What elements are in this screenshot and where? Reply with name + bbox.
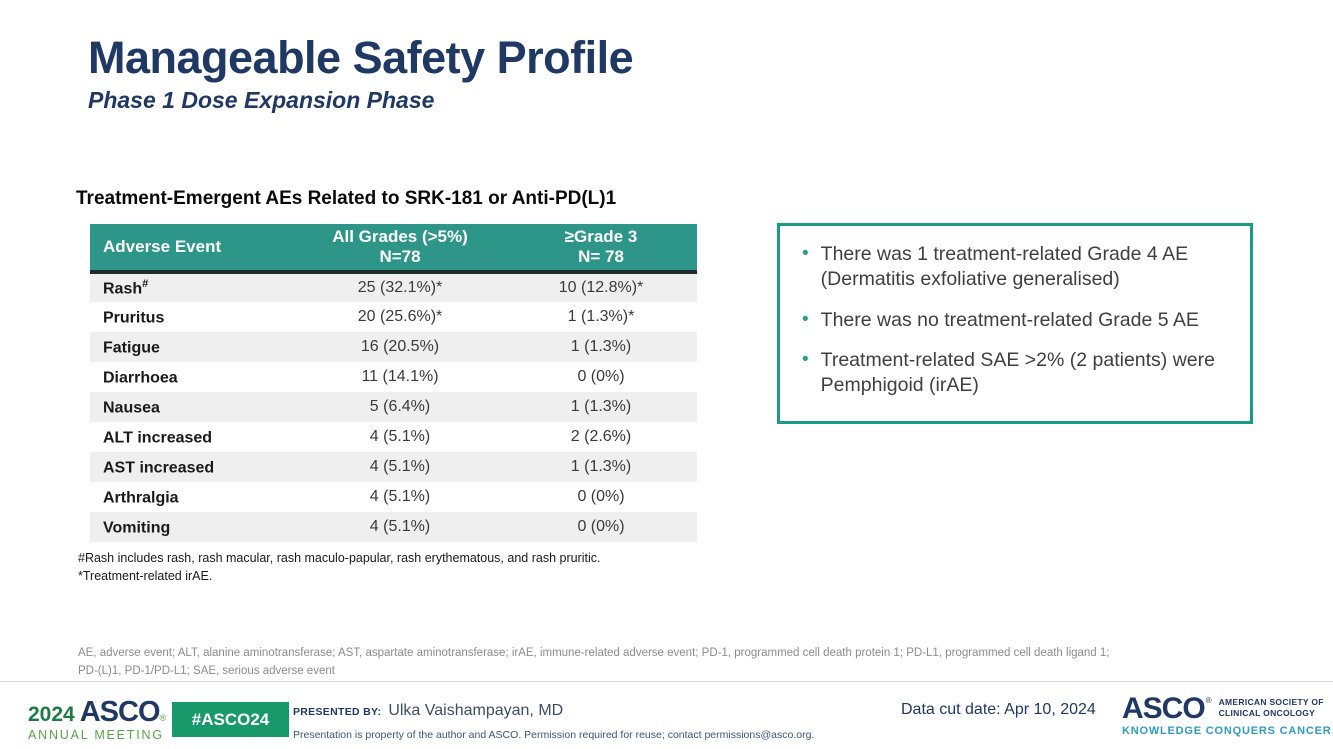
bullet-icon: • (802, 349, 809, 371)
asco-wordmark: ASCO (1122, 692, 1206, 725)
all-grades-cell: 4 (5.1%) (369, 428, 431, 445)
ae-name-cell: Diarrhoea (103, 369, 178, 387)
grade3-cell: 1 (1.3%)* (567, 308, 635, 325)
grade3-cell: 0 (0%) (577, 368, 625, 385)
society-line2: CLINICAL ONCOLOGY (1218, 707, 1316, 718)
list-item: • Treatment-related SAE >2% (2 patients)… (796, 348, 1232, 399)
data-cut-date: Data cut date: Apr 10, 2024 (901, 701, 1096, 718)
title-block: Manageable Safety Profile Phase 1 Dose E… (88, 32, 634, 114)
grade3-cell: 2 (2.6%) (570, 428, 632, 445)
all-grades-cell: 11 (14.1%) (361, 368, 439, 385)
table-row: Rash# 25 (32.1%)* 10 (12.8%)* (90, 272, 697, 302)
footnote-marker: # (142, 277, 149, 290)
ae-name-cell: Rash# (103, 277, 149, 298)
permission-note: Presentation is property of the author a… (293, 729, 815, 741)
page-title: Manageable Safety Profile (88, 32, 634, 83)
column-header-n: N= 78 (578, 247, 624, 266)
column-header-n: N=78 (379, 247, 421, 266)
ae-name-cell: Nausea (103, 399, 160, 417)
ae-name-cell: ALT increased (103, 429, 213, 447)
highlight-text: Treatment-related SAE >2% (2 patients) w… (820, 349, 1215, 397)
table-row: Vomiting 4 (5.1%) 0 (0%) (90, 512, 697, 542)
footnote-rash: #Rash includes rash, rash macular, rash … (78, 551, 601, 565)
footer-divider (0, 681, 1333, 682)
grade3-cell: 1 (1.3%) (570, 458, 632, 475)
grade3-cell: 0 (0%) (577, 518, 625, 535)
abbreviations-line2: PD-(L)1, PD-1/PD-L1; SAE, serious advers… (78, 664, 335, 677)
all-grades-cell: 4 (5.1%) (369, 488, 431, 505)
society-name: AMERICAN SOCIETY OF CLINICAL ONCOLOGY (1219, 697, 1324, 718)
table-footnotes: #Rash includes rash, rash macular, rash … (78, 549, 600, 585)
annual-meeting-label: ANNUAL MEETING (28, 728, 164, 742)
highlights-list: • There was 1 treatment-related Grade 4 … (796, 242, 1232, 399)
all-grades-cell: 5 (6.4%) (369, 398, 431, 415)
asco-wordmark: ASCO (79, 696, 161, 728)
grade3-cell: 10 (12.8%)* (558, 279, 644, 296)
society-line1: AMERICAN SOCIETY OF (1218, 697, 1324, 707)
hashtag-badge: #ASCO24 (172, 702, 289, 737)
presented-by-block: PRESENTED BY: Ulka Vaishampayan, MD Pres… (293, 702, 814, 741)
meeting-year: 2024 (28, 703, 75, 726)
all-grades-cell: 20 (25.6%)* (357, 308, 443, 325)
highlights-box: • There was 1 treatment-related Grade 4 … (777, 223, 1253, 424)
table-row: AST increased 4 (5.1%) 1 (1.3%) (90, 452, 697, 482)
table-row: Pruritus 20 (25.6%)* 1 (1.3%)* (90, 302, 697, 332)
bullet-icon: • (802, 308, 809, 330)
grade3-cell: 0 (0%) (577, 488, 625, 505)
registered-mark-icon: ® (1205, 696, 1212, 705)
all-grades-cell: 4 (5.1%) (369, 458, 431, 475)
presented-by-label: PRESENTED BY: (293, 706, 382, 718)
table-row: Nausea 5 (6.4%) 1 (1.3%) (90, 392, 697, 422)
ae-name-cell: AST increased (103, 459, 215, 477)
asco-tagline: KNOWLEDGE CONQUERS CANCER (1122, 724, 1332, 737)
column-header-grade3: ≥Grade 3 N= 78 (505, 224, 697, 274)
all-grades-cell: 16 (20.5%) (360, 338, 440, 355)
abbreviations: AE, adverse event; ALT, alanine aminotra… (78, 645, 1198, 681)
highlight-text: There was no treatment-related Grade 5 A… (820, 308, 1199, 331)
registered-mark-icon: ® (159, 713, 167, 723)
column-header-all-grades: All Grades (>5%) N=78 (295, 224, 505, 274)
table-row: Diarrhoea 11 (14.1%) 0 (0%) (90, 362, 697, 392)
table-row: Arthralgia 4 (5.1%) 0 (0%) (90, 482, 697, 512)
column-header-label: Adverse Event (103, 236, 222, 256)
ae-name-cell: Vomiting (103, 519, 171, 537)
table-header-row: Adverse Event All Grades (>5%) N=78 ≥Gra… (90, 224, 697, 274)
asco-annual-meeting-logo: 2024 ASCO ® ANNUAL MEETING (28, 696, 167, 742)
bullet-icon: • (802, 243, 809, 264)
table-heading: Treatment-Emergent AEs Related to SRK-18… (76, 188, 617, 209)
footnote-irae: *Treatment-related irAE. (78, 569, 213, 584)
list-item: • There was no treatment-related Grade 5… (796, 308, 1232, 333)
asco-society-logo: ASCO ® AMERICAN SOCIETY OF CLINICAL ONCO… (1122, 692, 1332, 737)
table-row: ALT increased 4 (5.1%) 2 (2.6%) (90, 422, 697, 452)
grade3-cell: 1 (1.3%) (570, 398, 632, 415)
all-grades-cell: 25 (32.1%)* (357, 279, 443, 296)
abbreviations-line1: AE, adverse event; ALT, alanine aminotra… (78, 647, 1110, 659)
column-header-label: ≥Grade 3 (564, 226, 638, 246)
ae-name-cell: Pruritus (103, 309, 165, 327)
ae-name-cell: Arthralgia (103, 489, 179, 507)
adverse-events-table: Adverse Event All Grades (>5%) N=78 ≥Gra… (90, 224, 697, 542)
highlight-text: There was 1 treatment-related Grade 4 AE… (820, 243, 1189, 291)
all-grades-cell: 4 (5.1%) (369, 518, 431, 535)
table-row: Fatigue 16 (20.5%) 1 (1.3%) (90, 332, 697, 362)
column-header-label: All Grades (>5%) (332, 226, 468, 246)
grade3-cell: 1 (1.3%) (570, 338, 632, 355)
column-header-adverse-event: Adverse Event (90, 224, 295, 274)
page-subtitle: Phase 1 Dose Expansion Phase (88, 87, 435, 114)
ae-name-cell: Fatigue (103, 339, 160, 357)
list-item: • There was 1 treatment-related Grade 4 … (796, 242, 1232, 293)
presenter-name: Ulka Vaishampayan, MD (388, 702, 564, 719)
